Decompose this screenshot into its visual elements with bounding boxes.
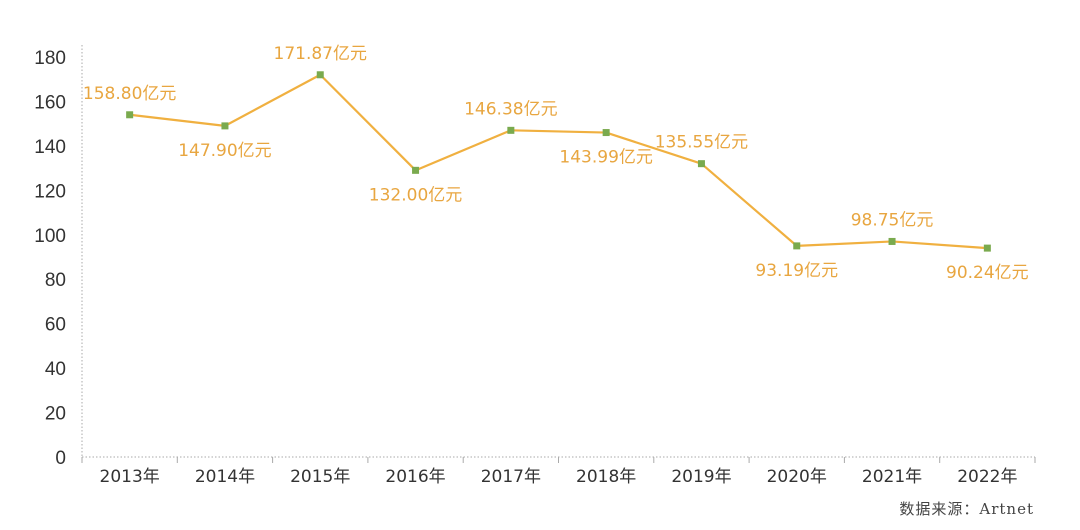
x-tick-label-10: 2022年 — [957, 467, 1017, 487]
y-tick-label-80: 80 — [45, 270, 66, 291]
data-label-2022年: 90.24亿元 — [946, 263, 1029, 283]
x-tick-label-9: 2021年 — [862, 467, 922, 487]
x-axis: 2013年 2014年 2015年 2016年 2017年 2018年 2019年 2020年… — [81, 456, 1036, 487]
data-label-2017年: 146.38亿元 — [464, 99, 557, 119]
y-tick-label-20: 20 — [45, 404, 66, 425]
series-line — [126, 71, 991, 252]
x-tick-label-3: 2015年 — [290, 467, 350, 487]
data-label-2020年: 93.19亿元 — [755, 261, 838, 281]
y-tick-label-160: 160 — [34, 92, 66, 113]
data-point-2018年 — [602, 129, 610, 137]
data-label-2013年: 158.80亿元 — [83, 84, 176, 104]
data-point-2022年 — [983, 244, 991, 252]
data-point-2016年 — [412, 166, 420, 174]
x-tick-label-7: 2019年 — [671, 467, 731, 487]
y-tick-label-40: 40 — [45, 359, 66, 380]
x-tick-label-4: 2016年 — [385, 467, 445, 487]
data-point-2014年 — [221, 122, 229, 130]
source-note: 数据来源：Artnet — [899, 500, 1034, 518]
data-label-2018年: 143.99亿元 — [559, 148, 652, 168]
y-tick-label-60: 60 — [45, 315, 66, 336]
data-labels: 158.80亿元 147.90亿元 171.87亿元 132.00亿元 146.38亿元… — [83, 44, 1029, 283]
series-polyline — [129, 73, 988, 250]
y-tick-label-180: 180 — [34, 48, 66, 69]
data-label-2021年: 98.75亿元 — [851, 210, 934, 230]
data-label-2015年: 171.87亿元 — [274, 44, 367, 64]
data-point-2020年 — [793, 242, 801, 250]
data-point-2021年 — [888, 237, 896, 245]
x-tick-label-6: 2018年 — [576, 467, 636, 487]
x-tick-label-1: 2013年 — [100, 467, 160, 487]
x-tick-label-5: 2017年 — [481, 467, 541, 487]
data-point-2019年 — [697, 160, 705, 168]
x-tick-label-8: 2020年 — [767, 467, 827, 487]
x-tick-label-2: 2014年 — [195, 467, 255, 487]
data-label-2019年: 135.55亿元 — [655, 133, 748, 153]
y-tick-label-100: 100 — [34, 226, 66, 247]
y-axis: 0 20 40 60 80 100 120 140 160 180 — [34, 45, 83, 469]
y-tick-label-0: 0 — [55, 448, 66, 469]
data-point-2015年 — [316, 71, 324, 79]
data-point-2013年 — [126, 111, 134, 119]
y-tick-label-140: 140 — [34, 137, 66, 158]
data-label-2016年: 132.00亿元 — [369, 185, 462, 205]
y-tick-label-120: 120 — [34, 181, 66, 202]
data-label-2014年: 147.90亿元 — [178, 141, 271, 161]
data-point-2017年 — [507, 126, 515, 134]
